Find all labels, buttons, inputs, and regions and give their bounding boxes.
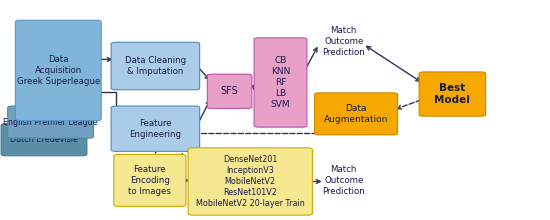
Text: CB
KNN
RF
LB
SVM: CB KNN RF LB SVM [271,56,290,109]
FancyBboxPatch shape [419,72,486,116]
FancyBboxPatch shape [111,42,200,90]
Text: Data
Augmentation: Data Augmentation [324,104,388,124]
Text: Data
Acquisition
Greek Superleague: Data Acquisition Greek Superleague [16,55,100,86]
FancyBboxPatch shape [114,154,186,206]
FancyBboxPatch shape [8,106,94,138]
FancyBboxPatch shape [254,38,307,127]
Text: English Premier League: English Premier League [3,118,98,126]
Text: Feature
Encoding
to Images: Feature Encoding to Images [129,165,171,196]
Text: Dutch Eredevisie: Dutch Eredevisie [10,135,78,144]
Text: Match
Outcome
Prediction: Match Outcome Prediction [322,26,365,57]
Text: Feature
Engineering: Feature Engineering [129,119,182,139]
FancyBboxPatch shape [15,20,101,121]
FancyBboxPatch shape [188,148,312,215]
Text: DenseNet201
InceptionV3
MobileNetV2
ResNet101V2
MobileNetV2 20-layer Train: DenseNet201 InceptionV3 MobileNetV2 ResN… [196,155,305,208]
Text: Data Cleaning
& Imputation: Data Cleaning & Imputation [125,56,186,76]
Text: SFS: SFS [221,86,239,96]
FancyBboxPatch shape [111,106,200,151]
Text: Match
Outcome
Prediction: Match Outcome Prediction [322,165,365,196]
FancyBboxPatch shape [1,124,87,156]
FancyBboxPatch shape [207,74,252,108]
FancyBboxPatch shape [315,93,398,135]
Text: Best
Model: Best Model [434,83,470,105]
